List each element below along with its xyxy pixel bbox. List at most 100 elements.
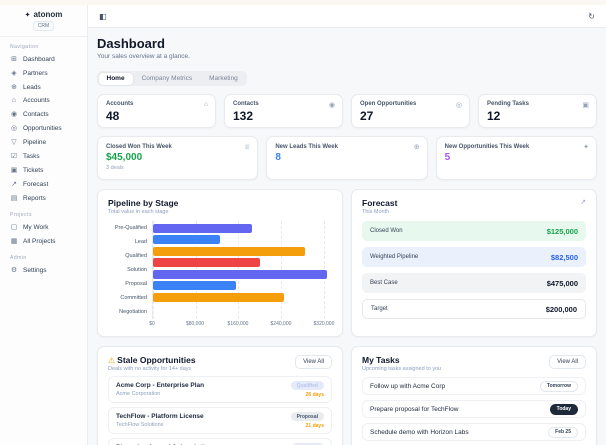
folder-icon: ▦ [10, 238, 18, 245]
view-all-button[interactable]: View All [295, 355, 332, 369]
sidebar-item-reports[interactable]: ▤ Reports [0, 191, 87, 205]
sidebar-item-label: Tickets [23, 166, 44, 174]
bar-proposal [153, 269, 327, 279]
panel-title: Pipeline by Stage [108, 198, 179, 208]
kpi-value: 12 [487, 109, 501, 123]
view-all-button[interactable]: View All [549, 355, 586, 369]
sidebar-item-tasks[interactable]: ☑ Tasks [0, 149, 87, 163]
sidebar-item-settings[interactable]: ⚙ Settings [0, 263, 87, 277]
stage-badge: Proposal [290, 412, 324, 421]
charts-row: Pipeline by Stage Total value in each st… [97, 189, 597, 337]
sidebar-item-dashboard[interactable]: ⊞ Dashboard [0, 52, 87, 66]
y-axis-labels: Pre-Qualified Lead Qualified Solution Pr… [108, 221, 152, 319]
task-row[interactable]: Schedule demo with Horizon Labs Feb 25 [362, 423, 586, 441]
sidebar-item-label: Pipeline [23, 138, 47, 146]
y-tick-label: Proposal [125, 281, 147, 287]
sidebar-header: ✦ atonom CRM [0, 10, 87, 37]
person-icon: ◉ [328, 102, 335, 109]
sidebar-item-my-work[interactable]: ▢ My Work [0, 220, 87, 234]
opportunity-company: Acme Corporation [116, 390, 161, 397]
sidebar-item-label: Opportunities [23, 124, 62, 132]
x-axis-tick-label: $0 [149, 321, 155, 327]
window-top-strip [0, 0, 606, 5]
brand-badge: CRM [32, 21, 55, 31]
kpi-card-accounts: Accounts ⌂ 48 [97, 94, 216, 128]
forecast-row-target: Target $200,000 [362, 299, 586, 319]
sidebar-item-label: Partners [23, 69, 48, 77]
sidebar-item-label: Tasks [23, 152, 40, 160]
refresh-icon[interactable]: ↻ [588, 11, 595, 21]
sidebar-item-pipeline[interactable]: ▽ Pipeline [0, 135, 87, 149]
stale-opportunity-row[interactable]: TechFlow - Platform License TechFlow Sol… [108, 407, 332, 434]
panel-subtitle: Total value in each stage [108, 209, 169, 215]
y-tick-label: Negotiation [119, 309, 147, 315]
tasks-check-icon: ☑ [10, 153, 18, 160]
kpi-value: 27 [360, 109, 374, 123]
forecast-value: $82,500 [550, 252, 578, 262]
tab-company-metrics[interactable]: Company Metrics [141, 75, 193, 82]
sidebar-item-all-projects[interactable]: ▦ All Projects [0, 234, 87, 248]
tickets-icon: ▣ [10, 167, 18, 174]
accounts-icon: ⌂ [11, 97, 17, 104]
sidebar-item-partners[interactable]: ◈ Partners [0, 66, 87, 80]
building-icon: ⌂ [203, 101, 208, 108]
forecast-label: Best Case [370, 280, 398, 286]
brand-logo: ✦ atonom [0, 10, 87, 19]
kpi-label: Contacts [233, 101, 259, 107]
task-label: Follow up with Acme Corp [370, 382, 446, 390]
forecast-label: Target [371, 306, 388, 312]
y-tick-label: Pre-Qualified [114, 225, 147, 231]
task-row[interactable]: Follow up with Acme Corp Tomorrow [362, 377, 586, 395]
x-axis-tick-label: $160,000 [227, 321, 249, 327]
bar-committed [153, 281, 236, 290]
main-area: ◧ ↻ Dashboard Your sales overview at a g… [88, 5, 606, 445]
kpi-row: Accounts ⌂ 48 Contacts ◉ 132 Open Opport… [97, 94, 597, 128]
reports-document-icon: ▤ [10, 195, 18, 202]
sidebar-section-navigation: Navigation [10, 44, 39, 50]
kpi-card-open-opportunities: Open Opportunities ◎ 27 [351, 94, 470, 128]
task-row[interactable]: Prepare proposal for TechFlow Today [362, 400, 586, 418]
stale-opportunity-row[interactable]: Acme Corp - Enterprise Plan Acme Corpora… [108, 376, 332, 403]
warning-icon: ⚠ [108, 356, 116, 365]
y-tick-label: Solution [127, 267, 147, 273]
stale-opportunity-row[interactable]: Pinnacle - Annual Subscription Pinnacle … [108, 438, 332, 445]
panel-title: ⚠ Stale Opportunities [108, 355, 196, 365]
leads-icon: ⊕ [11, 84, 17, 91]
sidebar-item-accounts[interactable]: ⌂ Accounts [0, 94, 87, 107]
panel-subtitle: Upcoming tasks assigned to you [362, 366, 442, 372]
due-badge: Tomorrow [539, 380, 578, 392]
opportunity-name: Acme Corp - Enterprise Plan [116, 382, 205, 390]
card-label: Closed Won This Week [106, 144, 172, 150]
sidebar-item-tickets[interactable]: ▣ Tickets [0, 163, 87, 177]
kpi-value: 132 [233, 109, 254, 123]
tab-home[interactable]: Home [98, 72, 133, 85]
sidebar-item-forecast[interactable]: ↗ Forecast [0, 177, 87, 191]
briefcase-icon: ▢ [10, 224, 18, 231]
sidebar-item-label: Dashboard [23, 55, 55, 63]
panel-subtitle: This Month [362, 209, 390, 215]
x-axis-tick-label: $240,000 [270, 321, 292, 327]
target-icon: ◎ [455, 102, 462, 109]
weekly-highlight-row: Closed Won This Week ♕ $45,000 3 deals N… [97, 136, 597, 180]
panel-subtitle: Deals with no activity for 14+ days [108, 366, 192, 372]
sidebar-item-label: Settings [23, 266, 47, 274]
trend-up-icon: ↗ [580, 199, 586, 206]
bottom-row: ⚠ Stale Opportunities Deals with no activ… [97, 346, 597, 445]
x-axis-tick-label: $80,000 [185, 321, 205, 327]
clipboard-icon: ▣ [582, 102, 589, 109]
pipeline-bar-chart: Pre-Qualified Lead Qualified Solution Pr… [108, 221, 334, 328]
tab-marketing[interactable]: Marketing [209, 75, 238, 82]
forecast-row-weighted-pipeline: Weighted Pipeline $82,500 [362, 247, 586, 267]
card-value: 5 [444, 152, 451, 163]
sidebar-item-opportunities[interactable]: ◎ Opportunities [0, 121, 87, 135]
sidebar-item-contacts[interactable]: ◉ Contacts [0, 107, 87, 121]
page-subtitle: Your sales overview at a glance. [97, 53, 190, 60]
forecast-value: $125,000 [546, 226, 578, 236]
sidebar-section-projects: Projects [10, 212, 33, 218]
forecast-label: Closed Won [370, 228, 403, 234]
sidebar-toggle-icon[interactable]: ◧ [99, 11, 107, 21]
sidebar-item-label: Forecast [23, 180, 49, 188]
card-closed-won-week: Closed Won This Week ♕ $45,000 3 deals [97, 136, 259, 180]
sidebar-item-leads[interactable]: ⊕ Leads [0, 80, 87, 94]
stage-badge: Qualified [290, 381, 324, 390]
